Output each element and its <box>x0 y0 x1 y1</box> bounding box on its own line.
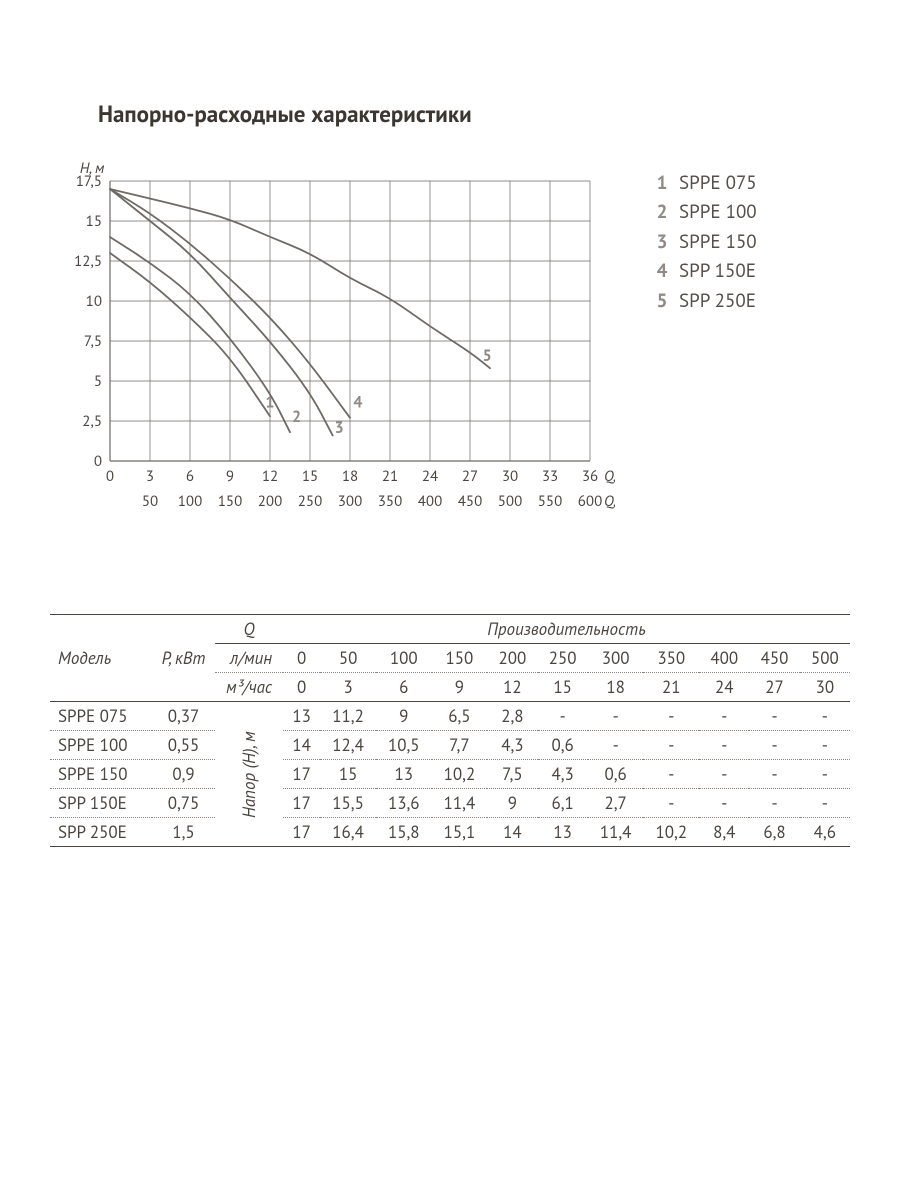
page-title: Напорно-расходные характеристики <box>98 100 850 129</box>
legend-num: 3 <box>655 228 669 257</box>
svg-text:Q, л/мин: Q, л/мин <box>604 492 615 511</box>
svg-text:0: 0 <box>106 467 114 486</box>
svg-text:5: 5 <box>94 372 102 391</box>
svg-text:7,5: 7,5 <box>84 332 102 351</box>
svg-text:6: 6 <box>186 467 194 486</box>
svg-text:30: 30 <box>502 467 518 486</box>
spec-table: МодельР, кВтQПроизводительностьл/мин0501… <box>50 614 850 847</box>
legend-num: 5 <box>655 287 669 316</box>
legend-label: SPPE 150 <box>679 228 757 257</box>
svg-text:10: 10 <box>86 292 102 311</box>
svg-text:0: 0 <box>94 452 102 471</box>
legend-num: 2 <box>655 198 669 227</box>
legend-num: 1 <box>655 169 669 198</box>
legend-label: SPP 150Е <box>679 257 756 286</box>
svg-text:350: 350 <box>378 492 403 511</box>
svg-text:4: 4 <box>353 392 362 412</box>
svg-text:21: 21 <box>382 467 398 486</box>
svg-text:100: 100 <box>178 492 203 511</box>
svg-text:18: 18 <box>342 467 358 486</box>
legend-num: 4 <box>655 257 669 286</box>
svg-text:2: 2 <box>292 407 301 427</box>
svg-text:12: 12 <box>262 467 278 486</box>
svg-text:300: 300 <box>338 492 363 511</box>
performance-chart: 02,557,51012,51517,503691215182124273033… <box>50 159 615 524</box>
svg-text:450: 450 <box>458 492 483 511</box>
svg-text:200: 200 <box>258 492 283 511</box>
svg-text:500: 500 <box>498 492 523 511</box>
chart-legend: 1 SPPE 075 2 SPPE 100 3 SPPE 150 4 SPP 150Е 5 SPP… <box>655 169 757 316</box>
svg-text:36: 36 <box>582 467 598 486</box>
svg-text:15: 15 <box>302 467 318 486</box>
svg-text:3: 3 <box>146 467 154 486</box>
svg-text:H, м: H, м <box>80 159 105 178</box>
svg-text:15: 15 <box>86 212 102 231</box>
svg-text:2,5: 2,5 <box>82 412 102 431</box>
svg-text:9: 9 <box>226 467 234 486</box>
svg-text:400: 400 <box>418 492 443 511</box>
legend-label: SPPE 100 <box>679 198 757 227</box>
legend-item: 4 SPP 150Е <box>655 257 757 286</box>
legend-item: 1 SPPE 075 <box>655 169 757 198</box>
svg-text:50: 50 <box>142 492 158 511</box>
svg-text:5: 5 <box>483 346 492 366</box>
svg-text:24: 24 <box>422 467 438 486</box>
legend-label: SPPE 075 <box>679 169 757 198</box>
svg-text:12,5: 12,5 <box>74 252 102 271</box>
svg-text:550: 550 <box>538 492 563 511</box>
legend-label: SPP 250Е <box>679 287 756 316</box>
svg-text:3: 3 <box>335 418 344 438</box>
svg-text:250: 250 <box>298 492 323 511</box>
svg-text:600: 600 <box>578 492 603 511</box>
legend-item: 5 SPP 250Е <box>655 287 757 316</box>
svg-text:Q, м³/ч: Q, м³/ч <box>604 467 615 486</box>
legend-item: 3 SPPE 150 <box>655 228 757 257</box>
legend-item: 2 SPPE 100 <box>655 198 757 227</box>
svg-text:27: 27 <box>462 467 478 486</box>
svg-text:150: 150 <box>218 492 243 511</box>
svg-text:33: 33 <box>542 467 558 486</box>
